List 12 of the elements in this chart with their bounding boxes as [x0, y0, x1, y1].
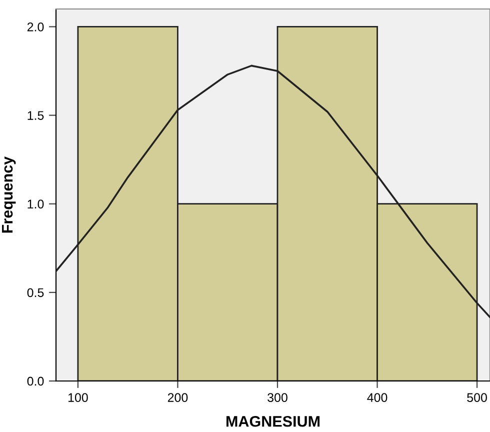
x-tick-label: 100: [68, 393, 88, 402]
x-axis-title: MAGNESIUM: [226, 416, 320, 427]
y-tick-label: 1.0: [28, 200, 44, 209]
x-tick-label: 300: [268, 393, 288, 402]
y-tick-label: 0.5: [27, 288, 44, 298]
y-axis-title: Frequency: [2, 156, 16, 233]
x-tick-label: 400: [367, 393, 388, 402]
x-tick-label: 500: [467, 393, 487, 402]
y-tick-label: 2.0: [27, 22, 44, 32]
y-tick-label: 0.0: [27, 376, 44, 386]
y-tick-label: 1.5: [28, 111, 44, 120]
x-tick-label: 200: [168, 393, 188, 402]
